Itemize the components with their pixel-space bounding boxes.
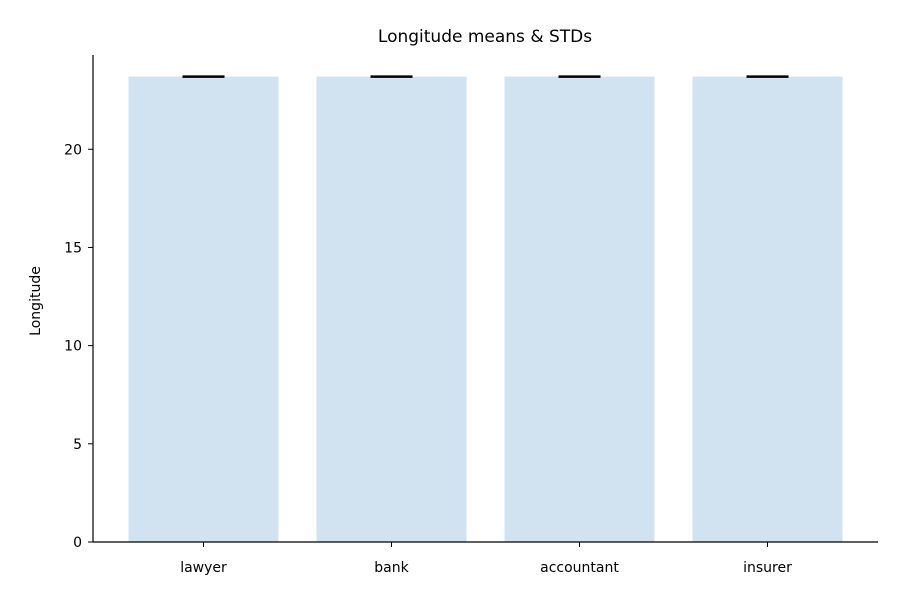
bar-accountant [504,76,655,543]
bar-bank [316,76,467,543]
bar-insurer [692,76,843,543]
y-tick-label: 10 [64,339,82,355]
y-axis-label: Longitude [28,266,44,336]
x-tick-label: insurer [743,560,792,576]
axes-layer [92,55,878,543]
x-tick-label: lawyer [180,560,227,576]
bar-lawyer [128,76,279,543]
x-tick-label: bank [374,560,409,576]
chart-title: Longitude means & STDs [378,27,592,47]
x-tick-label: accountant [540,560,619,576]
bars-layer [128,76,843,543]
ticks-layer: lawyer bank accountant insurer 0 5 10 15 20 [64,142,792,576]
error-bars-layer [182,75,789,78]
y-tick-label: 5 [73,437,82,453]
y-tick-label: 15 [64,240,82,256]
y-tick-label: 0 [73,535,82,551]
y-tick-label: 20 [64,142,82,158]
